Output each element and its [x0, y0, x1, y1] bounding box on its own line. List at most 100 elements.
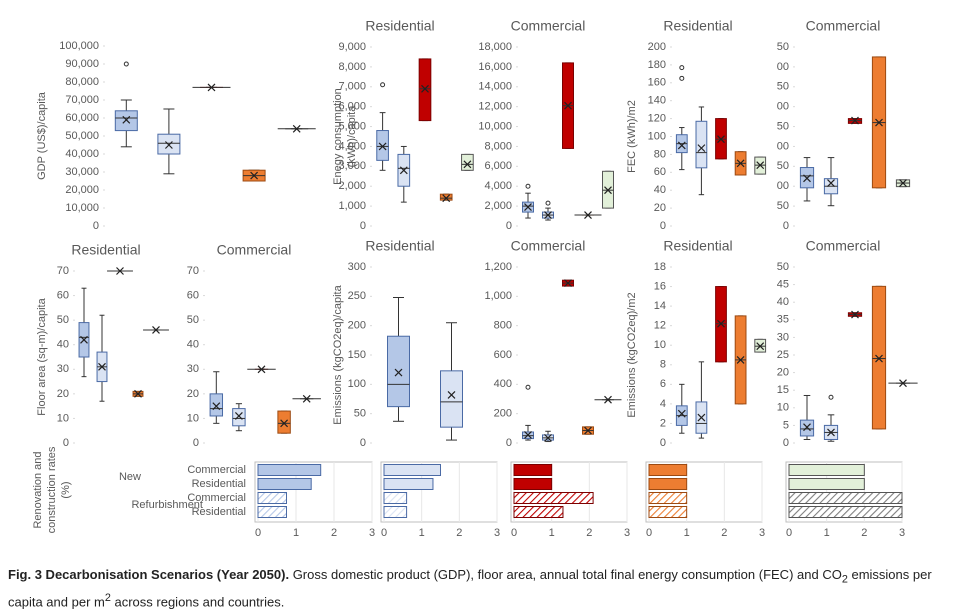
box: [440, 370, 463, 428]
panel-title: Commercial: [806, 18, 881, 34]
y-tick-label: 20: [57, 388, 69, 400]
x-tick-label: 1: [419, 527, 425, 539]
y-tick-label: 10,000: [65, 202, 99, 214]
y-tick-label: 180: [648, 59, 666, 71]
box: [387, 335, 410, 408]
y-tick-label: 150: [348, 349, 366, 361]
y-tick-label: 3,000: [338, 160, 366, 172]
y-tick-label: 20,000: [65, 184, 99, 196]
y-tick-label: 0: [193, 437, 199, 449]
y-tick-label: 100,000: [59, 40, 99, 52]
y-tick-label: 18: [654, 261, 666, 273]
y-tick-label: 0: [783, 220, 789, 232]
bar: [513, 492, 594, 504]
y-tick-label: 100: [348, 378, 366, 390]
outlier: [828, 394, 834, 400]
bar: [513, 464, 553, 476]
mean-marker: [250, 171, 259, 180]
panel-title: Residential: [663, 238, 732, 254]
y-tick-label: 250: [348, 290, 366, 302]
mean-marker: [803, 423, 811, 432]
y-tick-label: 4: [660, 398, 666, 410]
y-tick-label: 5: [783, 419, 789, 431]
y-tick-label: 800: [494, 320, 512, 332]
y-axis-label: Renovation and: [32, 451, 44, 528]
y-tick-label: 1,200: [484, 261, 512, 273]
y-tick-label: 00: [777, 140, 789, 152]
panel-title: Residential: [365, 238, 434, 254]
y-tick-label: 90,000: [65, 58, 99, 70]
mean-marker: [756, 342, 765, 351]
bar: [513, 478, 553, 490]
y-tick-label: 45: [777, 279, 789, 291]
mean-marker: [134, 389, 142, 398]
box: [461, 153, 474, 171]
y-tick-label: 30,000: [65, 166, 99, 178]
y-tick-label: 0: [360, 437, 366, 449]
y-tick-label: 200: [648, 41, 666, 53]
caption-sup: 2: [104, 591, 111, 604]
figure: GDP (US$)/capita 0 10,000 20,000 30,000 40,00…: [32, 18, 918, 539]
y-tick-label: 10: [654, 339, 666, 351]
mean-marker: [164, 141, 173, 149]
y-tick-label: 30: [187, 363, 199, 375]
y-tick-label: 16,000: [478, 61, 512, 73]
bar: [648, 492, 688, 504]
mean-marker: [80, 335, 88, 344]
mean-marker: [584, 211, 592, 219]
y-tick-label: 0: [660, 437, 666, 449]
y-tick-label: 50: [777, 81, 789, 93]
caption-label: Fig. 3 Decarbonisation Scenarios (Year 2…: [8, 567, 290, 582]
y-tick-label: 70: [57, 265, 69, 277]
y-tick-label: 8,000: [338, 61, 366, 73]
x-tick-label: 1: [293, 527, 299, 539]
y-tick-label: 60: [654, 166, 666, 178]
category-label: Residential: [192, 478, 246, 490]
mean-marker: [378, 142, 387, 151]
x-tick-label: 1: [549, 527, 555, 539]
y-tick-label: 0: [93, 220, 99, 232]
category-label: Commercial: [187, 492, 246, 504]
outlier: [545, 200, 551, 206]
bar: [788, 464, 865, 476]
box: [418, 58, 432, 122]
y-tick-label: 1,000: [484, 290, 512, 302]
bar: [648, 464, 688, 476]
y-tick-label: 10: [777, 402, 789, 414]
box: [277, 410, 291, 434]
mean-marker: [447, 390, 456, 399]
mean-marker: [257, 365, 266, 374]
y-tick-label: 40: [654, 184, 666, 196]
y-tick-label: 10: [187, 412, 199, 424]
x-tick-label: 2: [721, 527, 727, 539]
bar: [788, 506, 903, 518]
category-label: Commercial: [187, 464, 246, 476]
y-tick-label: 40: [57, 339, 69, 351]
y-tick-label: 50: [777, 160, 789, 172]
outlier: [123, 61, 129, 67]
y-tick-label: 50: [777, 261, 789, 273]
category-label: Residential: [192, 506, 246, 518]
y-tick-label: 8: [660, 359, 666, 371]
group-label: Refurbishment: [131, 499, 203, 511]
caption: Fig. 3 Decarbonisation Scenarios (Year 2…: [8, 566, 938, 611]
mean-marker: [98, 362, 106, 371]
mean-marker: [736, 355, 745, 364]
y-tick-label: 16: [654, 280, 666, 292]
outlier: [525, 384, 531, 390]
y-tick-label: 5,000: [338, 120, 366, 132]
x-tick-label: 0: [381, 527, 387, 539]
mean-marker: [234, 412, 243, 420]
mean-marker: [677, 141, 686, 150]
bar: [383, 478, 434, 490]
x-tick-label: 2: [456, 527, 462, 539]
box: [114, 110, 138, 132]
mean-marker: [851, 310, 859, 319]
caption-sub: 2: [841, 573, 848, 586]
y-tick-label: 400: [494, 378, 512, 390]
y-tick-label: 120: [648, 113, 666, 125]
y-tick-label: 4,000: [484, 180, 512, 192]
y-tick-label: 4,000: [338, 140, 366, 152]
y-tick-label: 30: [57, 363, 69, 375]
